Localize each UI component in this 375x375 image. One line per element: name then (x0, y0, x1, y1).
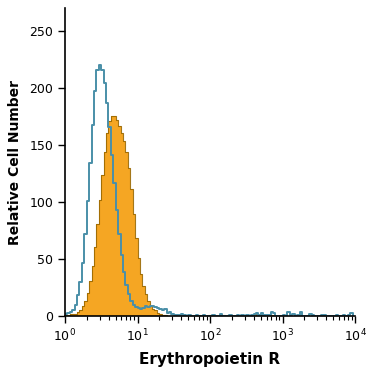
Y-axis label: Relative Cell Number: Relative Cell Number (8, 80, 22, 245)
X-axis label: Erythropoietin R: Erythropoietin R (140, 352, 280, 367)
